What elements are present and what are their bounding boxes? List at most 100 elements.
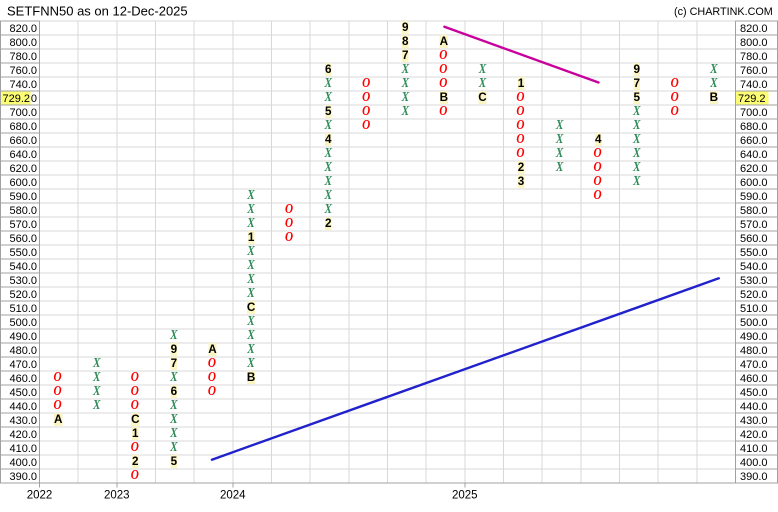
svg-text:B: B (710, 91, 718, 104)
svg-text:2: 2 (132, 455, 139, 468)
svg-text:O: O (516, 131, 524, 146)
svg-text:729.2: 729.2 (2, 93, 30, 105)
svg-text:760.0: 760.0 (9, 65, 37, 77)
svg-text:O: O (362, 117, 370, 132)
svg-text:X: X (632, 103, 641, 118)
svg-text:400.0: 400.0 (9, 457, 37, 469)
svg-text:7: 7 (402, 49, 409, 62)
svg-text:X: X (246, 215, 255, 230)
svg-text:X: X (246, 355, 255, 370)
svg-text:O: O (671, 103, 679, 118)
svg-text:O: O (208, 369, 216, 384)
svg-text:420.0: 420.0 (9, 429, 37, 441)
svg-text:560.0: 560.0 (9, 233, 37, 245)
svg-text:740.0: 740.0 (740, 79, 768, 91)
svg-text:570.0: 570.0 (740, 219, 768, 231)
svg-text:640.0: 640.0 (740, 149, 768, 161)
svg-text:700.0: 700.0 (740, 107, 768, 119)
svg-text:X: X (709, 61, 718, 76)
svg-text:470.0: 470.0 (740, 359, 768, 371)
svg-text:O: O (362, 89, 370, 104)
svg-text:X: X (169, 439, 178, 454)
svg-text:X: X (92, 369, 101, 384)
svg-text:X: X (478, 75, 487, 90)
svg-text:X: X (169, 327, 178, 342)
svg-text:X: X (324, 75, 333, 90)
svg-text:660.0: 660.0 (9, 135, 37, 147)
svg-text:420.0: 420.0 (740, 429, 768, 441)
svg-text:3: 3 (518, 175, 525, 188)
svg-text:760.0: 760.0 (740, 65, 768, 77)
svg-text:680.0: 680.0 (9, 121, 37, 133)
svg-text:2: 2 (325, 217, 332, 230)
svg-text:O: O (362, 103, 370, 118)
svg-text:430.0: 430.0 (740, 415, 768, 427)
svg-text:X: X (555, 159, 564, 174)
svg-text:6: 6 (171, 385, 178, 398)
svg-text:510.0: 510.0 (9, 303, 37, 315)
svg-text:600.0: 600.0 (740, 177, 768, 189)
svg-text:450.0: 450.0 (9, 387, 37, 399)
svg-text:O: O (516, 103, 524, 118)
svg-text:O: O (362, 75, 370, 90)
svg-text:9: 9 (634, 63, 641, 76)
svg-text:780.0: 780.0 (740, 51, 768, 63)
svg-text:780.0: 780.0 (9, 51, 37, 63)
svg-text:X: X (92, 397, 101, 412)
svg-text:440.0: 440.0 (9, 401, 37, 413)
svg-text:X: X (246, 187, 255, 202)
svg-text:460.0: 460.0 (9, 373, 37, 385)
svg-text:O: O (516, 117, 524, 132)
svg-text:590.0: 590.0 (9, 191, 37, 203)
svg-text:550.0: 550.0 (9, 247, 37, 259)
svg-text:X: X (324, 173, 333, 188)
svg-text:530.0: 530.0 (740, 275, 768, 287)
svg-text:4: 4 (325, 133, 332, 146)
svg-text:4: 4 (595, 133, 602, 146)
svg-text:X: X (246, 201, 255, 216)
svg-text:X: X (246, 271, 255, 286)
svg-text:500.0: 500.0 (740, 317, 768, 329)
svg-text:X: X (324, 145, 333, 160)
svg-text:O: O (439, 103, 447, 118)
svg-text:O: O (131, 397, 139, 412)
svg-text:O: O (131, 383, 139, 398)
svg-text:660.0: 660.0 (740, 135, 768, 147)
svg-text:570.0: 570.0 (9, 219, 37, 231)
svg-text:490.0: 490.0 (740, 331, 768, 343)
svg-text:(c) CHARTINK.COM: (c) CHARTINK.COM (674, 6, 773, 18)
svg-text:600.0: 600.0 (9, 177, 37, 189)
svg-text:2: 2 (518, 161, 525, 174)
svg-text:X: X (632, 145, 641, 160)
svg-text:540.0: 540.0 (9, 261, 37, 273)
svg-text:C: C (478, 91, 487, 104)
svg-text:460.0: 460.0 (740, 373, 768, 385)
svg-text:550.0: 550.0 (740, 247, 768, 259)
svg-text:X: X (324, 117, 333, 132)
svg-text:C: C (247, 301, 256, 314)
svg-text:X: X (478, 61, 487, 76)
svg-text:X: X (401, 103, 410, 118)
svg-text:X: X (555, 117, 564, 132)
svg-text:8: 8 (402, 35, 409, 48)
svg-text:2022: 2022 (27, 490, 53, 502)
svg-text:9: 9 (171, 343, 178, 356)
svg-text:9: 9 (402, 21, 409, 34)
svg-text:O: O (516, 89, 524, 104)
svg-text:X: X (632, 131, 641, 146)
svg-text:X: X (555, 145, 564, 160)
svg-text:O: O (439, 75, 447, 90)
svg-text:450.0: 450.0 (740, 387, 768, 399)
svg-text:O: O (131, 467, 139, 482)
svg-text:O: O (285, 215, 293, 230)
svg-text:2024: 2024 (220, 490, 246, 502)
svg-text:C: C (131, 413, 140, 426)
svg-text:X: X (246, 243, 255, 258)
svg-text:410.0: 410.0 (740, 443, 768, 455)
svg-text:1: 1 (248, 231, 255, 244)
svg-text:820.0: 820.0 (9, 23, 37, 35)
svg-text:O: O (516, 145, 524, 160)
svg-text:X: X (246, 285, 255, 300)
svg-text:580.0: 580.0 (9, 205, 37, 217)
svg-text:X: X (709, 75, 718, 90)
